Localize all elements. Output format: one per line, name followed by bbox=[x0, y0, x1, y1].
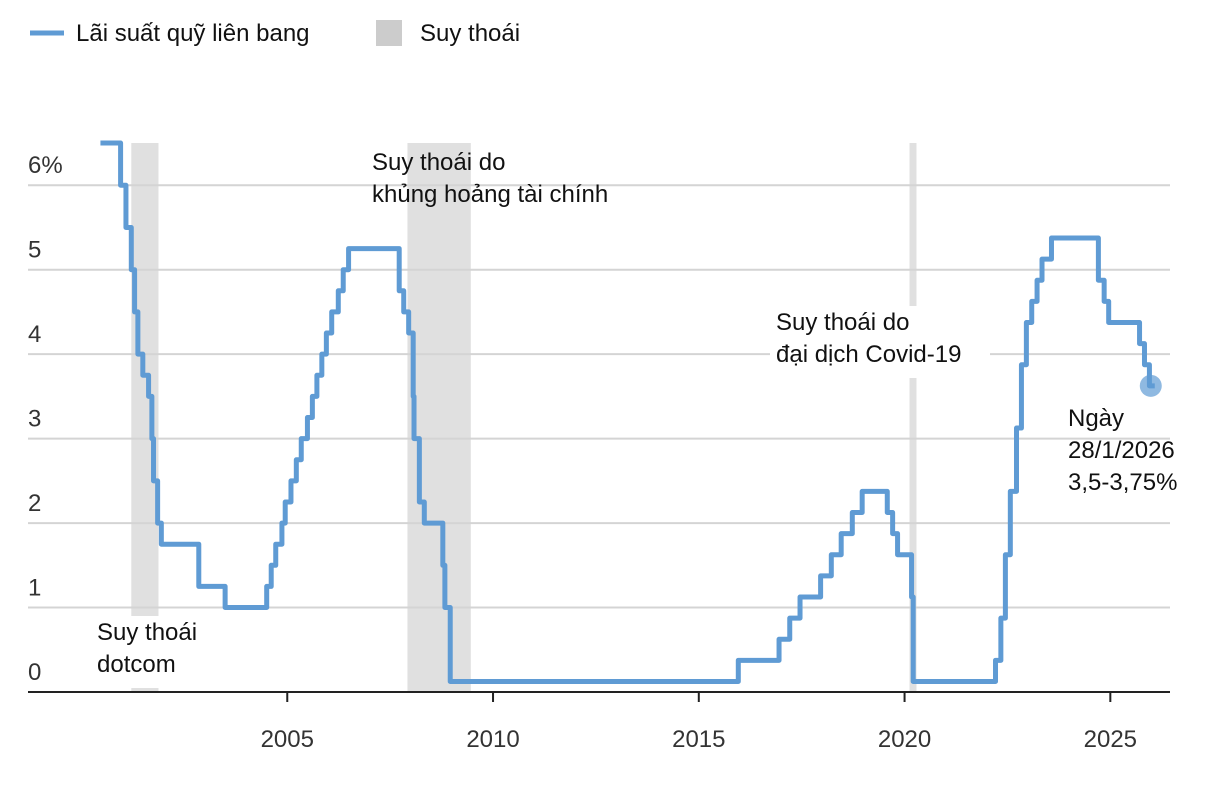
end-dot bbox=[1139, 374, 1162, 397]
recession-band bbox=[407, 143, 471, 692]
annotation-text: Ngày bbox=[1068, 405, 1124, 432]
annotation-bg bbox=[770, 306, 990, 378]
x-tick-label: 2025 bbox=[1084, 726, 1137, 753]
x-tick-label: 2015 bbox=[672, 726, 725, 753]
x-tick-label: 2020 bbox=[878, 726, 931, 753]
y-tick-label: 1 bbox=[28, 575, 41, 602]
y-tick-label: 3 bbox=[28, 406, 41, 433]
recession-band bbox=[131, 143, 159, 692]
annotation-text: 3,5-3,75% bbox=[1068, 469, 1177, 496]
y-tick-label: 2 bbox=[28, 490, 41, 517]
y-tick-label: 4 bbox=[28, 321, 41, 348]
legend-label: Suy thoái bbox=[420, 20, 520, 47]
annotation: Suy thoái do đại dịch Covid-19 bbox=[770, 306, 990, 378]
y-tick-label: 0 bbox=[28, 659, 41, 686]
annotation-text: Suy thoái bbox=[97, 619, 197, 646]
x-tick-label: 2005 bbox=[261, 726, 314, 753]
line-series bbox=[100, 140, 1155, 684]
legend-swatch bbox=[376, 20, 402, 46]
y-tick-label: 5 bbox=[28, 237, 41, 264]
x-tick-label: 2010 bbox=[466, 726, 519, 753]
annotation-text: 28/1/2026 bbox=[1068, 437, 1175, 464]
annotation-bg bbox=[91, 616, 311, 688]
y-tick-label: 6% bbox=[28, 152, 63, 179]
annotation-text: khủng hoảng tài chính bbox=[372, 181, 608, 208]
annotation-text: đại dịch Covid-19 bbox=[776, 341, 961, 368]
annotation-text: dotcom bbox=[97, 651, 176, 678]
annotation: Suy thoái dotcom bbox=[91, 616, 311, 688]
annotation: Suy thoái do khủng hoảng tài chính bbox=[372, 149, 608, 208]
annotation-text: Suy thoái do bbox=[776, 309, 909, 336]
recession-band bbox=[909, 143, 917, 692]
annotation: Ngày 28/1/2026 3,5-3,75% bbox=[1068, 405, 1177, 496]
legend-label: Lãi suất quỹ liên bang bbox=[76, 20, 310, 47]
annotation-text: Suy thoái do bbox=[372, 149, 505, 176]
